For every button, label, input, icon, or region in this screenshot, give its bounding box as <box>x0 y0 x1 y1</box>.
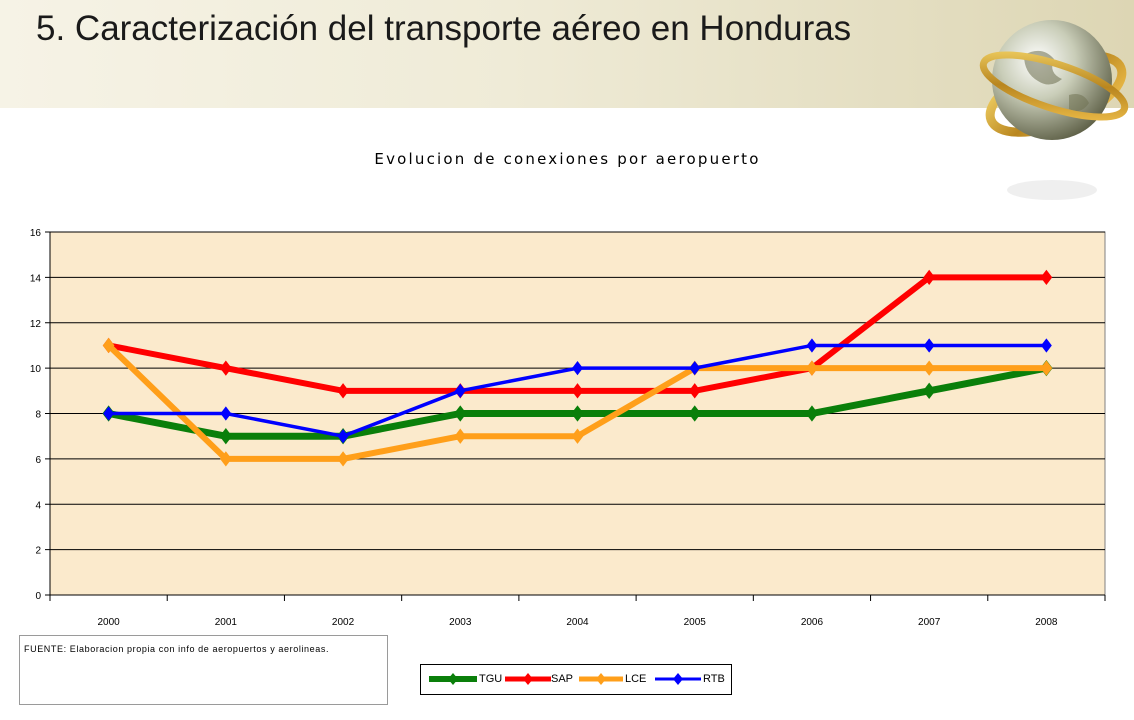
legend-label-rtb: RTB <box>703 673 725 685</box>
x-tick-label: 2002 <box>332 617 355 628</box>
data-point-lce <box>102 337 115 354</box>
x-tick-label: 2006 <box>801 617 824 628</box>
y-tick-label: 6 <box>35 455 41 466</box>
data-point-lce <box>454 428 467 444</box>
data-point-rtb <box>689 360 701 376</box>
source-note: FUENTE: Elaboracion propia con info de a… <box>24 644 330 654</box>
globe-logo-icon <box>979 20 1129 200</box>
data-point-lce <box>806 360 818 376</box>
chart-legend: TGU SAP LCE RTB <box>420 664 732 695</box>
x-tick-label: 2008 <box>1035 617 1058 628</box>
data-point-tgu <box>454 405 467 422</box>
data-point-rtb <box>572 360 583 376</box>
y-tick-label: 16 <box>30 228 42 239</box>
data-point-rtb <box>1040 338 1052 353</box>
data-point-sap <box>220 360 232 376</box>
data-point-sap <box>923 269 935 286</box>
data-point-rtb <box>806 338 818 353</box>
source-note-box: FUENTE: Elaboracion propia con info de a… <box>19 635 388 705</box>
data-point-rtb <box>103 406 115 421</box>
x-tick-label: 2004 <box>566 617 589 628</box>
data-point-lce <box>337 451 349 467</box>
x-tick-label: 2007 <box>918 617 941 628</box>
y-tick-label: 14 <box>30 273 42 284</box>
slide-title: 5. Caracterización del transporte aéreo … <box>36 9 852 48</box>
x-tick-label: 2001 <box>215 617 238 628</box>
data-point-lce <box>571 428 584 444</box>
legend-label-sap: SAP <box>551 673 574 685</box>
data-point-lce <box>220 451 232 467</box>
y-tick-label: 0 <box>35 591 41 602</box>
legend-label-lce: LCE <box>625 673 647 685</box>
x-tick-label: 2000 <box>97 617 120 628</box>
data-point-lce <box>1040 360 1053 376</box>
chart-title: Evolucion de conexiones por aeropuerto <box>374 150 761 168</box>
legend-swatch-lce <box>579 673 623 685</box>
data-point-tgu <box>571 405 584 422</box>
data-point-rtb <box>923 338 935 353</box>
data-point-rtb <box>337 429 349 444</box>
y-tick-label: 10 <box>30 364 42 375</box>
data-point-tgu <box>805 405 819 422</box>
y-tick-label: 8 <box>35 410 41 421</box>
title-band <box>0 0 1134 108</box>
legend-label-tgu: TGU <box>479 673 503 685</box>
legend-swatch-rtb <box>655 673 701 685</box>
data-point-sap <box>688 383 701 399</box>
x-tick-label: 2003 <box>449 617 472 628</box>
y-tick-label: 2 <box>35 546 41 557</box>
data-point-lce <box>923 360 935 376</box>
x-tick-label: 2005 <box>684 617 707 628</box>
data-point-sap <box>571 383 584 399</box>
y-tick-label: 12 <box>30 319 42 330</box>
data-point-tgu <box>219 428 233 445</box>
y-tick-label: 4 <box>35 500 41 511</box>
data-point-tgu <box>922 382 936 399</box>
legend-swatch-tgu <box>429 673 477 685</box>
data-point-rtb <box>220 406 232 421</box>
data-point-sap <box>1040 269 1053 286</box>
data-point-sap <box>337 383 349 399</box>
data-point-tgu <box>688 405 701 422</box>
data-point-rtb <box>454 383 466 398</box>
legend-swatch-sap <box>505 673 551 685</box>
